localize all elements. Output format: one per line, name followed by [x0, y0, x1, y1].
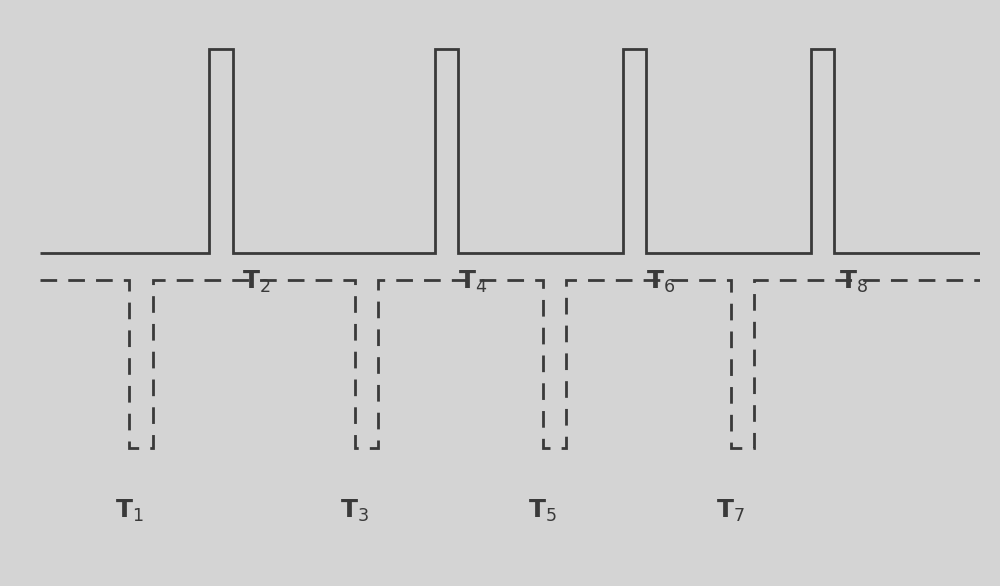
Text: T$_1$: T$_1$: [115, 498, 144, 524]
Text: T$_5$: T$_5$: [528, 498, 557, 524]
Text: T$_8$: T$_8$: [839, 269, 868, 295]
Text: T$_3$: T$_3$: [340, 498, 369, 524]
Text: T$_6$: T$_6$: [646, 269, 676, 295]
Text: T$_2$: T$_2$: [242, 269, 271, 295]
Text: T$_4$: T$_4$: [458, 269, 488, 295]
Text: T$_7$: T$_7$: [716, 498, 745, 524]
